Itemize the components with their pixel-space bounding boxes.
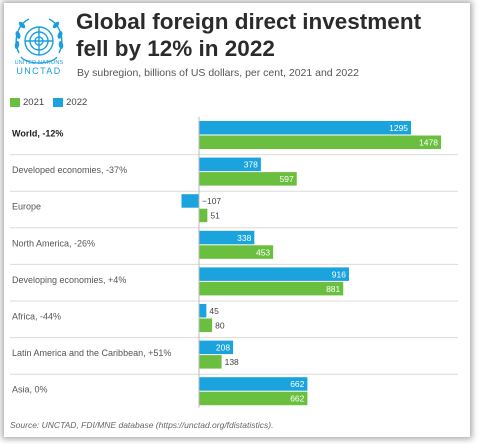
category-label: Africa, -44% [12, 312, 61, 322]
chart-subtitle: By subregion, billions of US dollars, pe… [77, 67, 359, 79]
category-label: Latin America and the Caribbean, +51% [12, 348, 171, 358]
un-emblem-icon [14, 18, 64, 64]
data-label-2022: 916 [332, 269, 346, 279]
data-label-2022: 208 [216, 343, 230, 353]
legend-label-2022: 2022 [66, 97, 88, 108]
data-label-2022: 45 [209, 306, 219, 316]
bar-2021 [199, 355, 222, 369]
bar-2021 [199, 208, 208, 223]
logo-text: UNITED NATIONS UNCTAD [6, 60, 72, 76]
category-label: Asia, 0% [12, 385, 48, 395]
category-label: North America, -26% [12, 238, 95, 248]
data-label-2022: −107 [202, 196, 221, 206]
category-label: World, -12% [12, 129, 63, 139]
legend: 2021 2022 [10, 97, 96, 108]
logo-line2: UNCTAD [16, 66, 62, 76]
bar-2022 [199, 230, 255, 245]
data-label-2022: 1295 [389, 123, 408, 133]
bar-2022 [199, 121, 412, 135]
bar-2022 [199, 304, 207, 318]
data-label-2021: 80 [215, 321, 225, 331]
bar-2022 [199, 267, 349, 281]
logo-line1: UNITED NATIONS [14, 60, 64, 66]
category-label: Europe [12, 202, 41, 212]
bar-2021 [199, 135, 441, 149]
bar-2021 [199, 172, 297, 186]
category-label: Developed economies, -37% [12, 165, 127, 175]
bar-2021 [199, 318, 213, 332]
data-label-2021: 597 [280, 174, 294, 184]
data-label-2021: 881 [326, 284, 340, 294]
data-label-2021: 662 [290, 394, 304, 404]
bar-2022 [199, 157, 261, 172]
source-note: Source: UNCTAD, FDI/MNE database (https:… [10, 420, 274, 430]
data-label-2022: 378 [244, 160, 258, 170]
legend-item-2022: 2022 [53, 97, 87, 108]
bar-2021 [199, 245, 274, 259]
bar-2022 [181, 194, 199, 208]
legend-label-2021: 2021 [23, 97, 45, 108]
bar-2021 [199, 281, 344, 296]
bar-2022 [199, 377, 308, 391]
legend-swatch-2022 [53, 98, 64, 107]
legend-swatch-2021 [10, 98, 20, 107]
data-label-2021: 453 [256, 247, 270, 257]
data-label-2021: 138 [225, 357, 239, 367]
data-label-2022: 662 [290, 379, 304, 389]
data-label-2021: 51 [210, 211, 220, 221]
legend-item-2021: 2021 [10, 97, 44, 108]
data-label-2021: 1478 [419, 138, 438, 148]
chart-card [4, 3, 470, 437]
data-label-2022: 338 [237, 233, 251, 243]
bar-2021 [199, 391, 308, 406]
chart-title: Global foreign direct investment fell by… [76, 9, 422, 61]
category-label: Developing economies, +4% [12, 275, 126, 285]
bar-2022 [199, 340, 234, 355]
